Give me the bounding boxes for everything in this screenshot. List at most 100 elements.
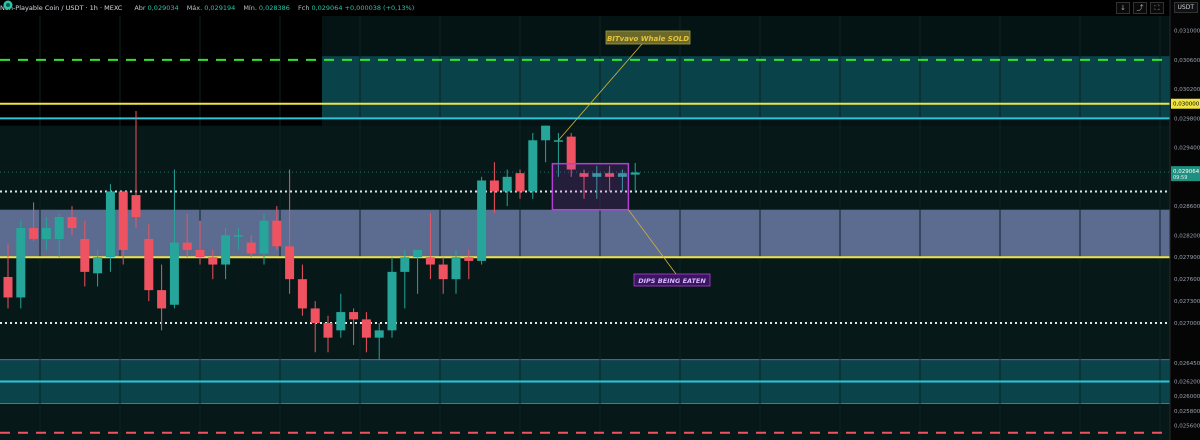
candle-body-10 xyxy=(131,195,141,218)
candle-body-35 xyxy=(451,257,461,280)
coin-logo-icon xyxy=(3,0,13,10)
annotation-text-dips: DIPS BEING EATEN xyxy=(638,277,706,285)
price-tick-15: 0,026000 xyxy=(1174,394,1200,400)
price-tick-0: 0,031000 xyxy=(1174,29,1200,35)
ohlc-open-label: Abr xyxy=(134,4,146,12)
candle-body-43 xyxy=(553,140,563,142)
candle-body-31 xyxy=(400,257,410,272)
candle-body-14 xyxy=(182,242,192,250)
candle-body-44 xyxy=(566,136,576,170)
candle-body-18 xyxy=(233,235,243,237)
share-icon[interactable]: ⤴ xyxy=(1133,2,1147,14)
candle-body-41 xyxy=(528,140,538,192)
candle-body-8 xyxy=(105,191,115,258)
candle-body-40 xyxy=(515,173,525,192)
candle-body-38 xyxy=(489,180,499,192)
price-tick-2: 0,030200 xyxy=(1174,87,1200,93)
candle-body-22 xyxy=(285,246,295,280)
symbol-title[interactable]: Non-Playable Coin / USDT · 1h · MEXC xyxy=(0,4,123,12)
candle-body-29 xyxy=(374,330,384,338)
price-tick-17: 0,025600 xyxy=(1174,423,1200,429)
candle-body-46 xyxy=(592,173,602,177)
ohlc-low-label: Mín. xyxy=(243,4,257,12)
candle-body-48 xyxy=(617,173,627,177)
candle-body-28 xyxy=(361,319,371,338)
price-tick-16: 0,025800 xyxy=(1174,409,1200,415)
price-tick-5: 0,029400 xyxy=(1174,146,1200,152)
candle-body-45 xyxy=(579,173,589,177)
candle-body-15 xyxy=(195,249,205,258)
price-axis-background xyxy=(1170,0,1200,440)
price-tick-10: 0,027600 xyxy=(1174,277,1200,283)
ohlc-low-value: 0,028386 xyxy=(258,4,290,12)
price-tick-4: 0,029800 xyxy=(1174,116,1200,122)
candle-body-42 xyxy=(541,125,551,141)
candle-body-32 xyxy=(413,249,423,258)
candle-body-4 xyxy=(54,217,64,239)
candle-body-1 xyxy=(16,228,26,298)
price-tick-13: 0,026450 xyxy=(1174,361,1200,367)
fullscreen-icon[interactable]: ⛶ xyxy=(1150,2,1164,14)
last-price-timer: 09:59 xyxy=(1173,175,1187,181)
candle-body-0 xyxy=(3,276,13,298)
candle-body-11 xyxy=(144,238,154,291)
candle-body-19 xyxy=(246,242,256,254)
ohlc-open-value: 0,029034 xyxy=(147,4,179,12)
chart-header: Non-Playable Coin / USDT · 1h · MEXC Abr… xyxy=(0,0,1120,16)
ohlc-close-value: 0,029064 +0,000038 (+0,13%) xyxy=(311,4,415,12)
candle-body-39 xyxy=(502,176,512,192)
candle-body-2 xyxy=(29,228,39,239)
annotation-box-dips xyxy=(633,273,711,287)
candle-body-24 xyxy=(310,308,320,324)
price-tick-1: 0,030600 xyxy=(1174,58,1200,64)
highlight-price-label: 0,030000 xyxy=(1173,102,1200,108)
candle-body-7 xyxy=(93,257,103,274)
chart-toolbar: ↓ ⤴ ⛶ xyxy=(1116,2,1164,14)
candle-body-47 xyxy=(605,173,615,177)
candle-body-25 xyxy=(323,323,333,338)
candle-body-36 xyxy=(464,257,474,261)
candle-body-27 xyxy=(349,312,359,320)
candle-body-20 xyxy=(259,220,269,254)
price-tick-11: 0,027300 xyxy=(1174,299,1200,305)
last-price-tag xyxy=(1171,166,1200,182)
price-tick-14: 0,026200 xyxy=(1174,380,1200,386)
consolidation-box xyxy=(551,162,630,211)
candle-body-21 xyxy=(272,220,282,247)
highlight-price-tag xyxy=(1171,98,1200,109)
zone-2 xyxy=(322,56,1170,119)
currency-selector[interactable]: USDT xyxy=(1173,2,1198,13)
candle-body-49 xyxy=(630,172,640,175)
candle-body-30 xyxy=(387,271,397,331)
candle-body-33 xyxy=(425,257,435,265)
candle-body-3 xyxy=(41,228,51,239)
ohlc-readout: Abr 0,029034 Máx. 0,029194 Mín. 0,028386 Fc… xyxy=(134,4,420,12)
price-tick-9: 0,027900 xyxy=(1174,255,1200,261)
ohlc-high-label: Máx. xyxy=(186,4,203,12)
candle-body-6 xyxy=(80,238,90,272)
zone-0 xyxy=(0,209,1170,258)
candle-body-26 xyxy=(336,312,346,331)
candle-body-13 xyxy=(169,242,179,305)
price-tick-12: 0,027000 xyxy=(1174,321,1200,327)
candle-body-9 xyxy=(118,191,128,250)
annotation-arrow-whale xyxy=(558,43,643,141)
price-tick-7: 0,028600 xyxy=(1174,204,1200,210)
annotation-box-whale xyxy=(605,30,691,45)
arrow-down-icon[interactable]: ↓ xyxy=(1116,2,1130,14)
candle-body-34 xyxy=(438,264,448,280)
candle-body-5 xyxy=(67,217,77,228)
candle-body-16 xyxy=(208,257,218,265)
candle-body-23 xyxy=(297,279,307,309)
last-price-label: 0,029064 xyxy=(1173,169,1200,175)
annotation-arrow-dips xyxy=(628,209,677,275)
ohlc-close-label: Fch xyxy=(298,4,310,12)
ohlc-high-value: 0,029194 xyxy=(204,4,236,12)
annotation-text-whale: BITvavo Whale SOLD xyxy=(607,35,689,43)
candle-body-12 xyxy=(157,290,167,309)
price-tick-8: 0,028200 xyxy=(1174,233,1200,239)
candle-body-17 xyxy=(221,235,231,265)
candle-body-37 xyxy=(477,180,487,261)
